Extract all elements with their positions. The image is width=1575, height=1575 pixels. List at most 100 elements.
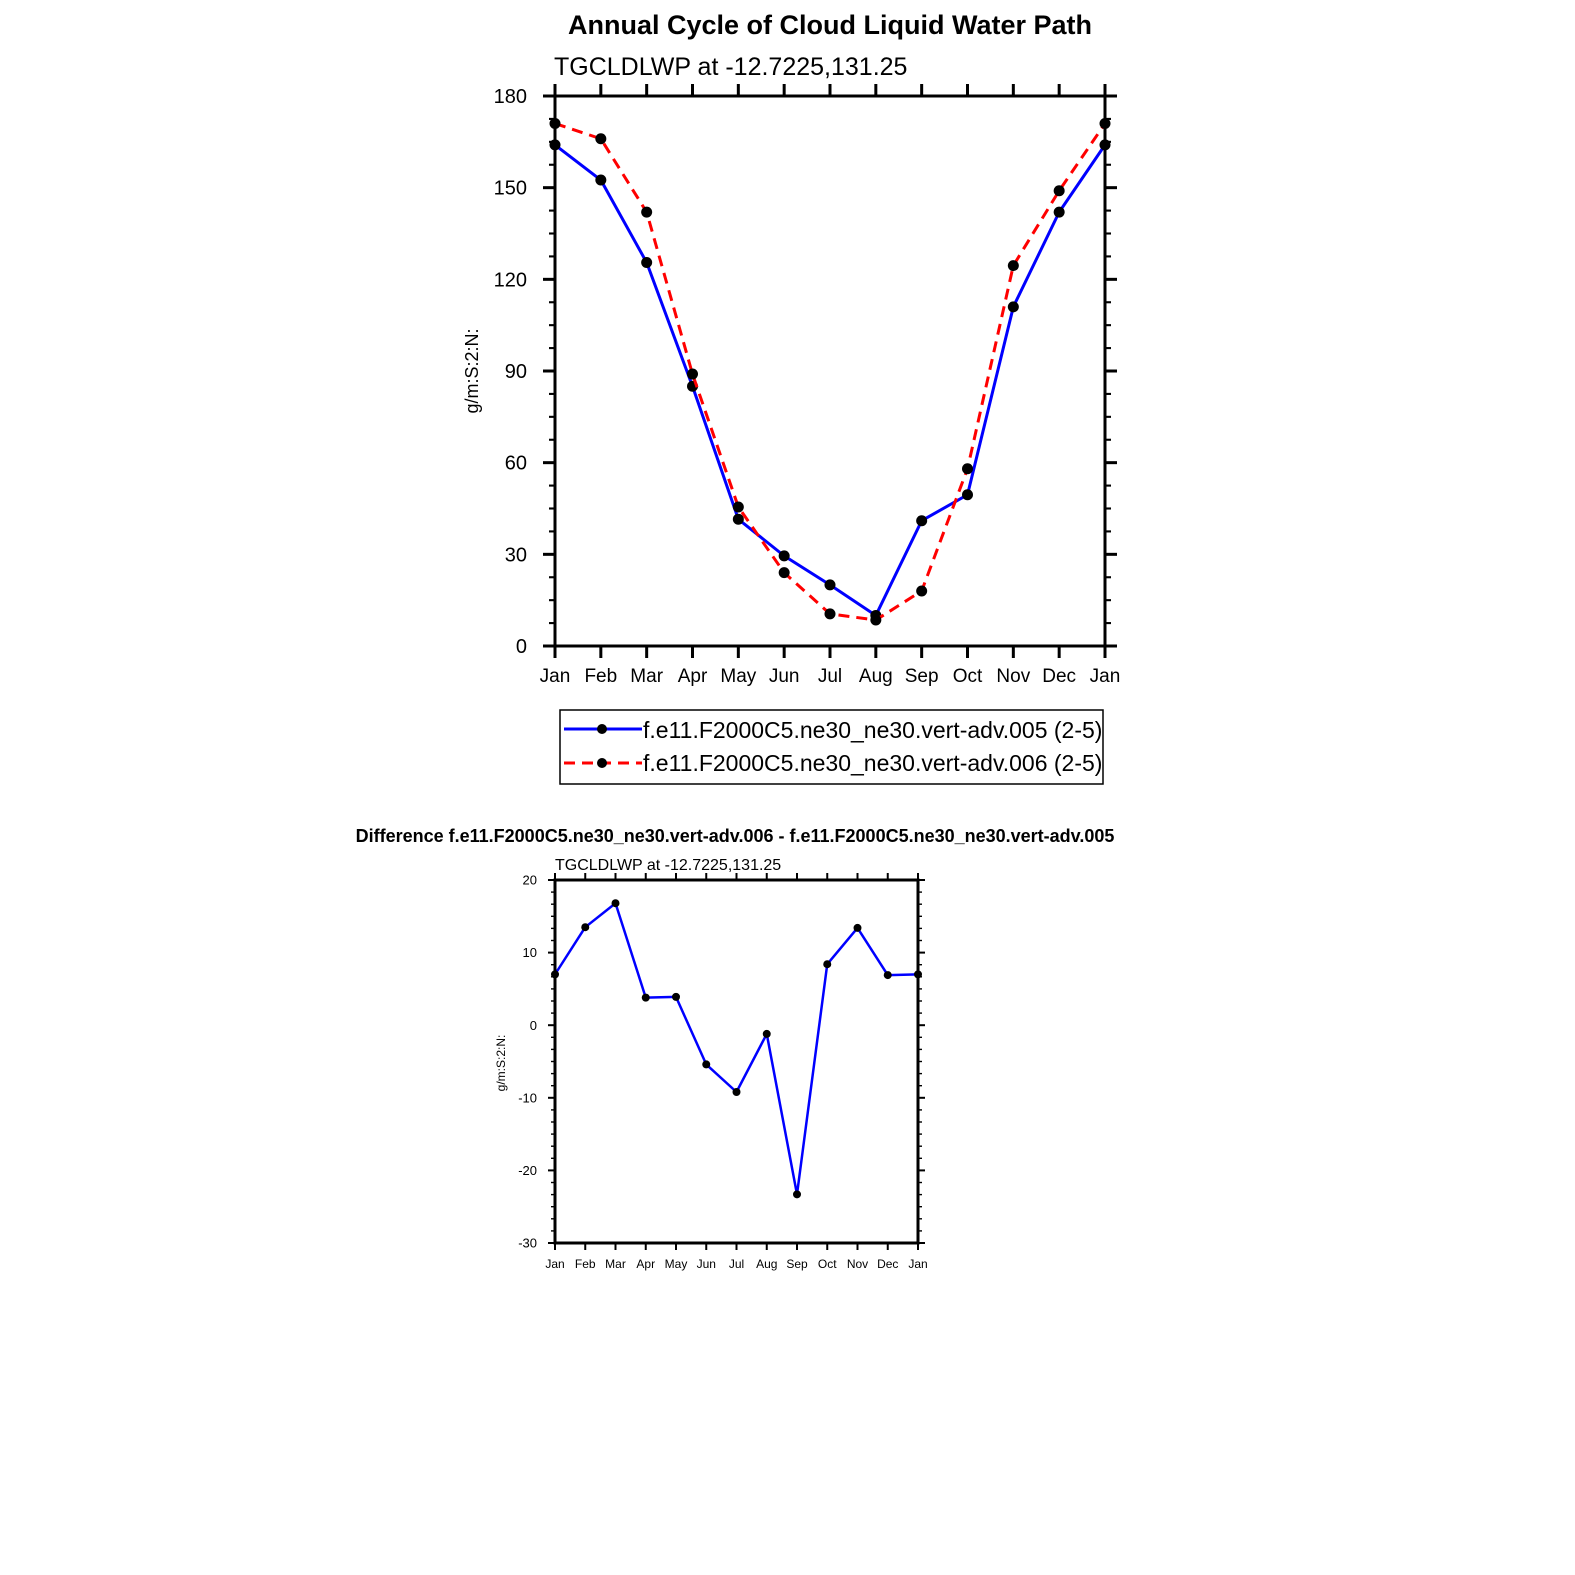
x-tick-label: Jul bbox=[729, 1257, 744, 1271]
data-point bbox=[581, 923, 590, 932]
y-tick-label: 20 bbox=[523, 873, 537, 888]
x-tick-label: Nov bbox=[847, 1257, 868, 1271]
axis-ticks bbox=[548, 873, 925, 1250]
x-tick-label: Jun bbox=[697, 1257, 716, 1271]
y-tick-label: -20 bbox=[518, 1163, 537, 1178]
chart-title: Annual Cycle of Cloud Liquid Water Path bbox=[568, 10, 1092, 40]
x-tick-label: Feb bbox=[575, 1257, 596, 1271]
data-point bbox=[1007, 301, 1019, 313]
x-tick-label: Aug bbox=[859, 666, 893, 687]
data-point bbox=[916, 515, 928, 527]
series-layer bbox=[551, 899, 922, 1199]
y-tick-label: 0 bbox=[516, 636, 527, 658]
y-tick-label: -10 bbox=[518, 1090, 537, 1105]
data-point bbox=[793, 1190, 801, 1199]
x-tick-label: Dec bbox=[877, 1257, 898, 1271]
x-tick-label: Jan bbox=[545, 1257, 564, 1271]
data-point bbox=[595, 133, 607, 145]
x-tick-label: Sep bbox=[905, 666, 939, 687]
data-point bbox=[641, 993, 650, 1002]
x-tick-label: Apr bbox=[678, 666, 708, 687]
y-tick-labels: -30 -20 -10 0 10 20 bbox=[518, 873, 537, 1251]
x-tick-label: Mar bbox=[605, 1257, 626, 1271]
x-tick-label: Jun bbox=[769, 666, 800, 687]
data-point bbox=[702, 1060, 711, 1069]
data-point bbox=[611, 899, 620, 908]
chart-subtitle: TGCLDLWP at -12.7225,131.25 bbox=[554, 53, 907, 81]
data-point bbox=[870, 614, 882, 626]
data-point bbox=[916, 585, 928, 597]
y-tick-label: 90 bbox=[505, 361, 527, 383]
legend: f.e11.F2000C5.ne30_ne30.vert-adv.005 (2-… bbox=[559, 709, 1104, 785]
series-line-2 bbox=[554, 122, 1107, 622]
y-tick-label: 0 bbox=[530, 1018, 537, 1033]
x-tick-label: May bbox=[665, 1257, 688, 1271]
x-tick-label: Jan bbox=[908, 1257, 927, 1271]
data-point bbox=[732, 501, 744, 513]
y-axis-label: g/m:S:2:N: bbox=[462, 328, 482, 413]
legend-entry-1: f.e11.F2000C5.ne30_ne30.vert-adv.005 (2-… bbox=[564, 717, 1102, 743]
data-point bbox=[1053, 185, 1065, 197]
series-line-1 bbox=[553, 901, 919, 1196]
legend-marker bbox=[597, 724, 607, 734]
x-tick-labels: Jan Feb Mar Apr May Jun Jul Aug Sep Oct Nov Dec Jan bbox=[545, 1257, 927, 1271]
y-tick-label: 10 bbox=[523, 945, 537, 960]
x-tick-labels: Jan Feb Mar Apr May Jun Jul Aug Sep Oct Nov Dec Jan bbox=[540, 666, 1121, 687]
data-point bbox=[641, 206, 653, 218]
x-tick-label: Sep bbox=[786, 1257, 808, 1271]
annual-cycle-chart: Annual Cycle of Cloud Liquid Water Path … bbox=[462, 10, 1121, 785]
legend-label-1: f.e11.F2000C5.ne30_ne30.vert-adv.005 (2-… bbox=[643, 717, 1102, 743]
data-point bbox=[853, 923, 862, 932]
series-layer bbox=[549, 118, 1111, 626]
x-tick-label: Jan bbox=[540, 666, 571, 687]
x-tick-label: Jan bbox=[1090, 666, 1121, 687]
difference-chart: Difference f.e11.F2000C5.ne30_ne30.vert-… bbox=[356, 826, 1115, 1271]
difference-y-axis-label: g/m:S:2:N: bbox=[494, 1035, 508, 1092]
legend-marker bbox=[597, 758, 607, 768]
data-point bbox=[824, 579, 836, 591]
y-tick-label: 30 bbox=[505, 544, 527, 566]
x-tick-label: Oct bbox=[818, 1257, 837, 1271]
legend-entry-2: f.e11.F2000C5.ne30_ne30.vert-adv.006 (2-… bbox=[564, 750, 1102, 776]
x-tick-label: Aug bbox=[756, 1257, 777, 1271]
data-point bbox=[762, 1029, 771, 1038]
x-tick-label: Apr bbox=[636, 1257, 655, 1271]
data-point bbox=[641, 257, 653, 269]
x-tick-label: Jul bbox=[818, 666, 842, 687]
y-tick-label: 120 bbox=[494, 269, 527, 291]
plot-frame bbox=[553, 878, 920, 1245]
x-tick-label: Dec bbox=[1042, 666, 1076, 687]
x-tick-label: Nov bbox=[996, 666, 1030, 687]
axis-ticks bbox=[543, 84, 1117, 658]
difference-title: Difference f.e11.F2000C5.ne30_ne30.vert-… bbox=[356, 826, 1115, 846]
x-tick-label: May bbox=[720, 666, 756, 687]
legend-box bbox=[559, 709, 1104, 785]
data-point bbox=[824, 608, 836, 620]
data-point bbox=[672, 992, 680, 1001]
y-tick-label: -30 bbox=[518, 1236, 537, 1251]
data-point bbox=[883, 971, 892, 980]
y-tick-labels: 0 30 60 90 120 150 180 bbox=[494, 86, 527, 658]
y-tick-label: 60 bbox=[505, 453, 527, 475]
data-point bbox=[962, 489, 973, 501]
plot-frame bbox=[553, 94, 1107, 648]
x-tick-label: Feb bbox=[584, 666, 617, 687]
y-tick-label: 150 bbox=[494, 178, 527, 200]
legend-label-2: f.e11.F2000C5.ne30_ne30.vert-adv.006 (2-… bbox=[643, 750, 1102, 776]
x-tick-label: Oct bbox=[953, 666, 983, 687]
difference-subtitle: TGCLDLWP at -12.7225,131.25 bbox=[555, 857, 781, 874]
data-point bbox=[823, 960, 832, 969]
y-tick-label: 180 bbox=[494, 86, 527, 108]
data-point bbox=[1053, 206, 1065, 218]
data-point bbox=[687, 368, 698, 380]
x-tick-label: Mar bbox=[630, 666, 663, 687]
data-point bbox=[732, 1087, 741, 1096]
data-point bbox=[732, 513, 744, 525]
data-point bbox=[778, 567, 790, 579]
data-point bbox=[778, 550, 790, 562]
data-point bbox=[962, 463, 973, 475]
data-point bbox=[1007, 260, 1019, 272]
data-point bbox=[595, 174, 607, 186]
series-line-1 bbox=[554, 143, 1107, 617]
